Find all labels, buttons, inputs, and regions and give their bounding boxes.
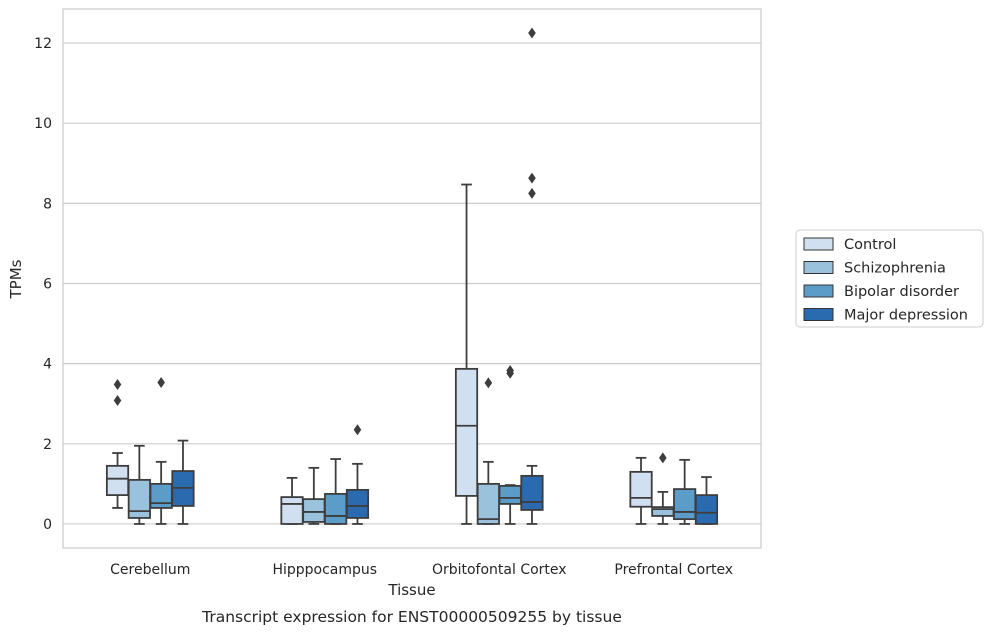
box-iqr (280, 496, 304, 525)
x-axis-label: Tissue (387, 581, 435, 599)
outlier-point (528, 172, 536, 184)
box-0-0 (105, 378, 130, 509)
x-tick-labels: Cerebellum Hipppocampus Orbitofontal Corte… (110, 562, 733, 578)
y-axis-label: TPMs (7, 259, 25, 299)
box-1-0 (280, 476, 304, 525)
x-tick-label: Orbitofontal Cortex (432, 562, 567, 578)
chart-title: Transcript expression for ENST0000050925… (201, 608, 622, 626)
box-iqr (673, 488, 697, 521)
box-3-0 (629, 456, 653, 525)
y-tick-label: 2 (43, 437, 52, 453)
box-iqr (476, 482, 500, 525)
x-tick-label: Prefrontal Cortex (614, 562, 733, 578)
outlier-point (528, 27, 536, 39)
legend-swatch (803, 284, 834, 298)
outlier-point (506, 364, 514, 376)
outlier-point (528, 187, 536, 199)
outlier-point (113, 395, 122, 407)
outlier-point (113, 378, 122, 390)
box-iqr (324, 492, 348, 525)
legend-label: Bipolar disorder (844, 284, 959, 300)
legend-label: Schizophrenia (844, 261, 946, 277)
boxes-layer (105, 27, 719, 525)
box-3-1 (651, 452, 675, 525)
y-tick-label: 4 (43, 357, 52, 373)
box-iqr (454, 367, 479, 497)
box-iqr (694, 494, 719, 525)
y-tick-label: 10 (34, 116, 52, 132)
gridlines (63, 42, 761, 525)
outlier-point (659, 452, 667, 464)
box-1-1 (302, 466, 326, 525)
box-iqr (498, 484, 522, 505)
box-2-3 (520, 27, 544, 525)
box-iqr (127, 478, 151, 519)
box-2-0 (454, 183, 479, 525)
outlier-point (484, 377, 493, 389)
box-iqr (149, 482, 173, 509)
box-2-2 (498, 364, 522, 525)
x-tick-label: Cerebellum (110, 562, 190, 578)
outlier-point (157, 376, 165, 388)
plot-frame (62, 8, 762, 549)
legend-label: Major depression (844, 308, 968, 324)
box-0-3 (171, 439, 195, 525)
y-tick-label: 12 (34, 36, 52, 52)
box-iqr (302, 498, 326, 523)
legend-swatch (803, 237, 834, 251)
legend: Control Schizophrenia Bipolar disorder Majo… (795, 229, 984, 328)
y-tick-label: 8 (43, 196, 52, 212)
box-2-1 (476, 377, 500, 525)
x-tick-label: Hipppocampus (272, 562, 377, 578)
box-3-3 (694, 476, 719, 525)
box-0-2 (149, 376, 173, 525)
box-iqr (345, 488, 370, 519)
y-tick-labels: 0 2 4 6 8 10 12 (34, 36, 52, 533)
legend-swatch (803, 261, 834, 274)
y-tick-label: 6 (43, 277, 52, 293)
outlier-point (353, 424, 362, 436)
box-iqr (629, 470, 653, 508)
box-iqr (105, 464, 130, 497)
box-0-1 (127, 444, 151, 525)
y-tick-label: 0 (43, 517, 52, 533)
legend-swatch (803, 308, 834, 321)
box-3-2 (673, 458, 697, 525)
legend-label: Control (844, 237, 896, 253)
box-iqr (520, 474, 544, 511)
box-1-2 (324, 458, 348, 525)
box-1-3 (345, 424, 370, 525)
legend-frame (795, 229, 984, 328)
